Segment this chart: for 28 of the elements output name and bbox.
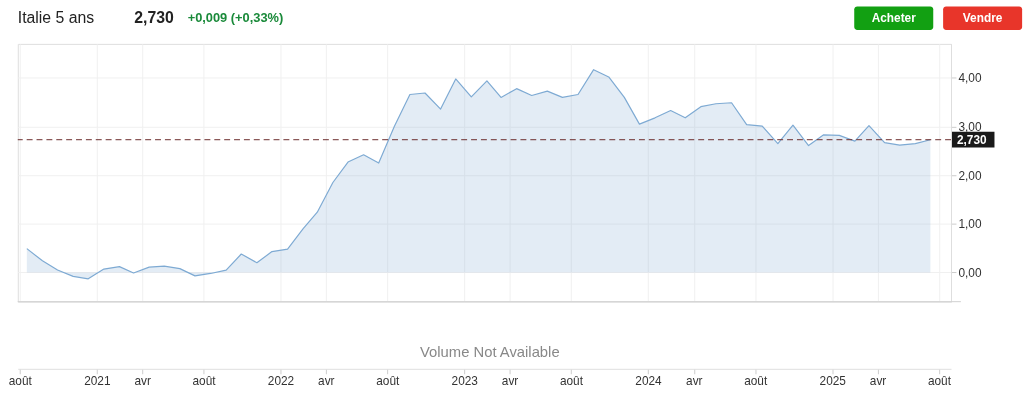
x-tick-label: avr (134, 374, 151, 389)
x-tick-label: 2023 (451, 374, 479, 389)
text: Vendre (962, 11, 1003, 26)
text: +0,009 (+0,33%) (187, 10, 284, 26)
y-tick-label: 1,00 (958, 217, 982, 232)
y-tick-label: 0,00 (958, 265, 982, 280)
ref-line-label: 2,730 (956, 132, 987, 147)
x-tick-label: 2021 (84, 374, 111, 389)
x-tick-label: août (559, 374, 584, 389)
text: Acheter (871, 11, 917, 26)
x-tick-label: avr (501, 374, 519, 389)
text: Volume Not Available (420, 343, 560, 360)
x-tick-label: août (376, 374, 400, 389)
x-tick-label: 2024 (635, 374, 663, 389)
y-tick-label: 3,00 (958, 120, 982, 135)
y-tick-label: 2,00 (958, 168, 982, 183)
y-tick-label: 4,00 (958, 71, 982, 86)
x-tick-label: 2022 (267, 374, 295, 389)
x-tick-label: août (8, 374, 33, 389)
x-tick-label: 2025 (819, 374, 847, 389)
x-tick-label: avr (869, 374, 887, 389)
chart-title: Italie 5 ans (17, 9, 95, 27)
x-tick-label: avr (318, 374, 335, 389)
x-tick-label: avr (686, 374, 703, 389)
x-tick-label: août (927, 374, 952, 389)
x-tick-label: août (744, 374, 768, 389)
x-tick-label: août (192, 374, 217, 389)
text: 2,730 (134, 9, 175, 27)
